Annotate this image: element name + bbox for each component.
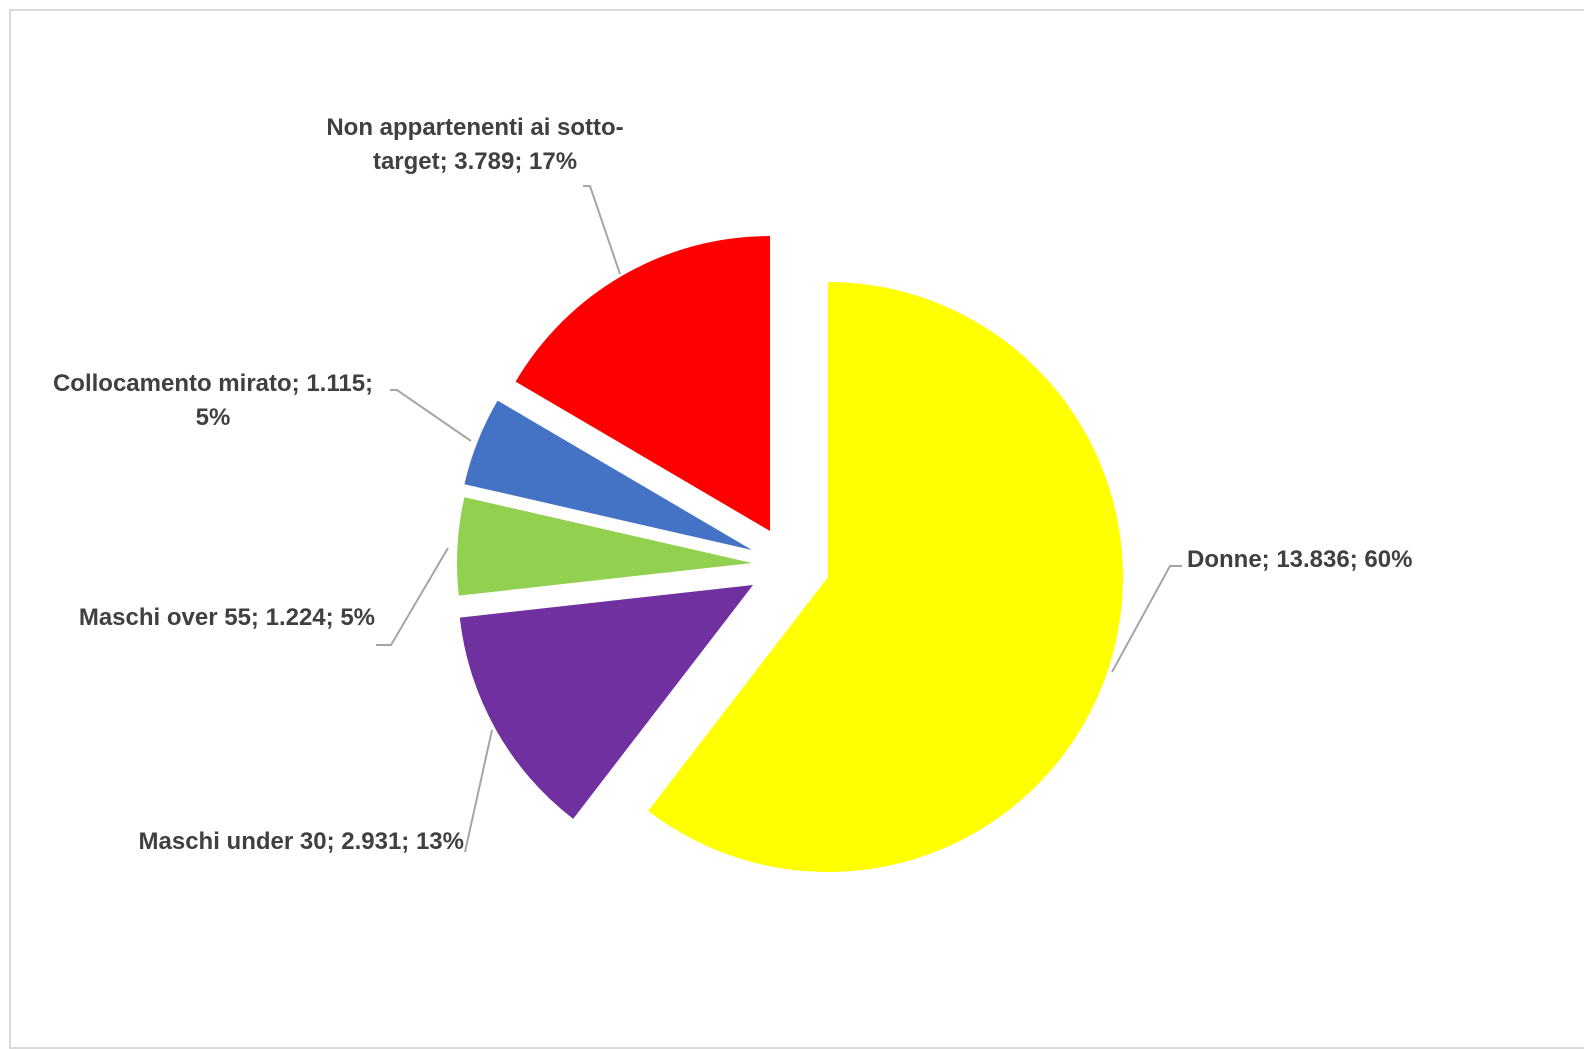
leader-line-collocamento-mirato [390,389,472,442]
chart-frame [9,9,1584,1049]
data-label-maschi-over-55: Maschi over 55; 1.224; 5% [79,604,375,631]
data-label-collocamento-mirato: Collocamento mirato; 1.115; 5% [53,370,373,431]
leader-line-donne [1111,565,1182,673]
data-label-line: Non appartenenti ai sotto- [326,114,623,141]
leader-line-maschi-over-55 [376,547,449,646]
pie-slice-collocamento-mirato [464,400,752,550]
leader-line-maschi-under-30 [464,729,493,853]
pie-slice-non-appartenenti-ai-sotto-target [515,236,770,531]
data-label-line: Maschi under 30; 2.931; 13% [139,828,464,855]
data-label-line: Maschi over 55; 1.224; 5% [79,604,375,631]
data-label-line: 5% [196,404,231,431]
data-labels-layer: Donne; 13.836; 60% Maschi under 30; 2.931… [53,114,1412,855]
leader-lines-layer [376,185,1182,853]
data-label-line: Donne; 13.836; 60% [1187,546,1412,573]
data-label-maschi-under-30: Maschi under 30; 2.931; 13% [139,828,464,855]
slices-layer [456,236,1123,872]
data-label-donne: Donne; 13.836; 60% [1187,546,1412,573]
leader-line-non-appartenenti-ai-sotto-target [583,185,621,275]
pie-chart: Donne; 13.836; 60% Maschi under 30; 2.931… [53,114,1412,872]
pie-slice-maschi-over-55 [456,497,752,596]
data-label-non-appartenenti-ai-sotto-target: Non appartenenti ai sotto-target; 3.789;… [326,114,623,175]
data-label-line: target; 3.789; 17% [373,148,577,175]
pie-slice-donne [648,282,1123,872]
pie-slice-maschi-under-30 [459,585,753,819]
data-label-line: Collocamento mirato; 1.115; [53,370,373,397]
